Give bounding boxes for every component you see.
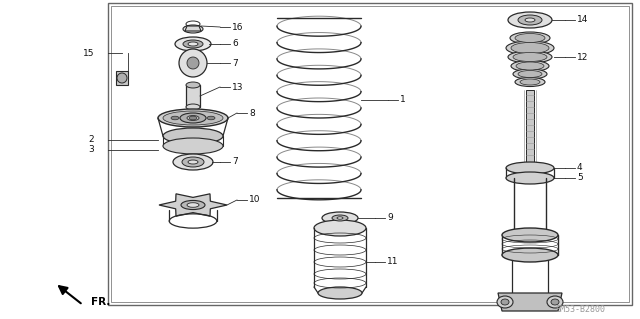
Ellipse shape — [525, 18, 535, 22]
Ellipse shape — [322, 212, 358, 224]
Polygon shape — [498, 293, 562, 311]
Text: 10: 10 — [249, 196, 260, 204]
Ellipse shape — [518, 70, 542, 78]
Ellipse shape — [163, 111, 223, 125]
Ellipse shape — [506, 41, 554, 55]
Text: 4: 4 — [577, 164, 582, 173]
Ellipse shape — [501, 299, 509, 305]
Ellipse shape — [337, 217, 343, 219]
Ellipse shape — [506, 172, 554, 184]
Ellipse shape — [181, 200, 205, 210]
Ellipse shape — [511, 42, 549, 54]
Circle shape — [179, 49, 207, 77]
Bar — [526, 90, 534, 165]
Text: 2: 2 — [88, 136, 94, 145]
Text: 14: 14 — [577, 16, 588, 25]
Ellipse shape — [171, 116, 179, 120]
Ellipse shape — [175, 37, 211, 51]
Ellipse shape — [189, 116, 197, 120]
Text: 7: 7 — [232, 58, 237, 68]
Ellipse shape — [183, 40, 203, 48]
Text: 1: 1 — [400, 95, 406, 105]
Ellipse shape — [314, 220, 366, 236]
Text: 16: 16 — [232, 23, 243, 32]
Ellipse shape — [187, 203, 199, 207]
Ellipse shape — [508, 12, 552, 28]
Ellipse shape — [516, 62, 544, 70]
Ellipse shape — [173, 154, 213, 170]
Ellipse shape — [158, 109, 228, 127]
Bar — [116, 71, 128, 85]
Ellipse shape — [182, 157, 204, 167]
Ellipse shape — [506, 162, 554, 174]
Ellipse shape — [186, 104, 200, 110]
Ellipse shape — [163, 138, 223, 154]
Ellipse shape — [332, 215, 348, 221]
Ellipse shape — [515, 78, 545, 86]
Text: 9: 9 — [387, 213, 393, 222]
Polygon shape — [159, 194, 227, 216]
Bar — [186, 85, 200, 107]
Ellipse shape — [183, 25, 203, 33]
Ellipse shape — [508, 51, 552, 63]
Text: 13: 13 — [232, 83, 243, 92]
Ellipse shape — [188, 160, 198, 164]
Ellipse shape — [511, 61, 549, 71]
Ellipse shape — [502, 228, 558, 242]
Ellipse shape — [117, 73, 127, 83]
Circle shape — [187, 57, 199, 69]
Ellipse shape — [163, 128, 223, 144]
Polygon shape — [185, 26, 201, 31]
Ellipse shape — [513, 69, 547, 79]
Ellipse shape — [188, 42, 198, 46]
Text: 8: 8 — [249, 108, 255, 117]
Text: 11: 11 — [387, 257, 399, 266]
Text: 3: 3 — [88, 145, 94, 154]
Text: FR.: FR. — [91, 297, 110, 307]
Ellipse shape — [515, 33, 545, 42]
Ellipse shape — [547, 296, 563, 308]
Ellipse shape — [180, 113, 206, 123]
Ellipse shape — [207, 116, 215, 120]
Text: 12: 12 — [577, 53, 588, 62]
Ellipse shape — [497, 296, 513, 308]
Text: SM53-B2800: SM53-B2800 — [555, 306, 605, 315]
Ellipse shape — [318, 287, 362, 299]
Text: 15: 15 — [83, 48, 94, 57]
Ellipse shape — [186, 82, 200, 88]
Ellipse shape — [551, 299, 559, 305]
Ellipse shape — [510, 32, 550, 44]
Ellipse shape — [518, 15, 542, 25]
Text: 7: 7 — [232, 158, 237, 167]
Text: 6: 6 — [232, 40, 237, 48]
Ellipse shape — [187, 115, 199, 121]
Text: 5: 5 — [577, 174, 583, 182]
Ellipse shape — [520, 79, 540, 85]
Ellipse shape — [502, 248, 558, 262]
Ellipse shape — [513, 53, 547, 62]
